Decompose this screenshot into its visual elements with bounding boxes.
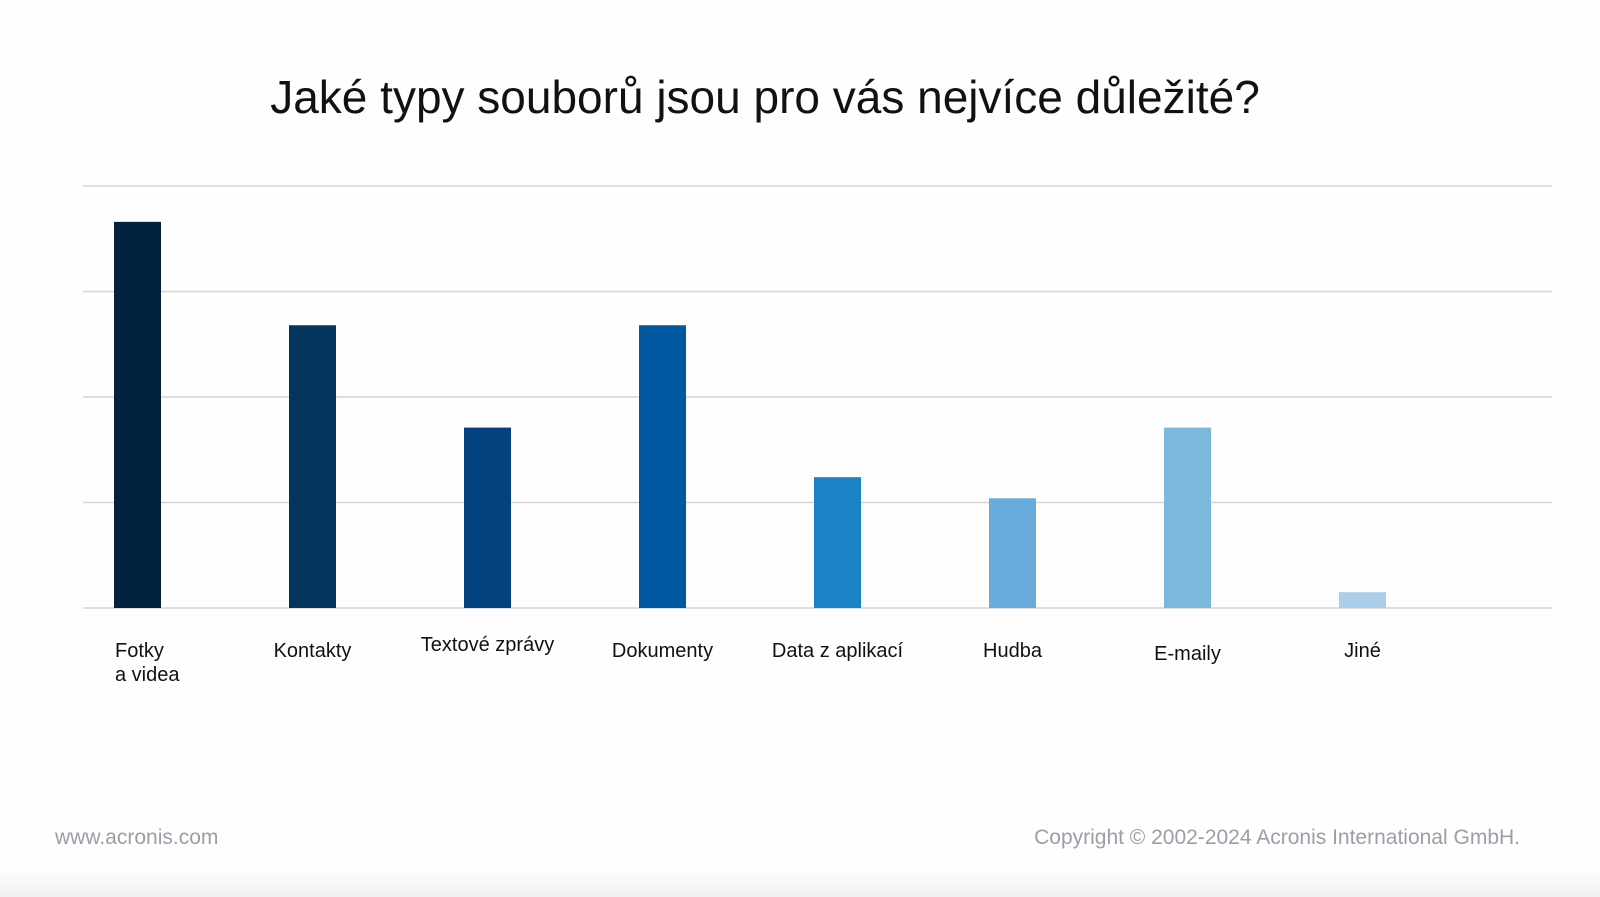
bar: [289, 325, 336, 608]
x-tick-label: Data z aplikací: [771, 640, 904, 662]
x-tick-label: Hudba: [983, 640, 1042, 662]
website-link[interactable]: www.acronis.com: [55, 826, 219, 849]
x-tick-label: Dokumenty: [611, 640, 714, 662]
bar: [464, 427, 511, 608]
bar: [1339, 592, 1386, 608]
copyright-text: Copyright © 2002-2024 Acronis Internatio…: [1034, 826, 1520, 849]
bar: [639, 325, 686, 608]
bar: [814, 477, 861, 608]
x-tick-label: Fotky a videa: [115, 640, 180, 686]
x-tick-label: Kontakty: [273, 640, 352, 662]
x-tick-label: Jiné: [1344, 640, 1381, 662]
chart-title: Jaké typy souborů jsou pro vás nejvíce d…: [270, 71, 1260, 123]
bar: [989, 498, 1036, 608]
bar: [1164, 427, 1211, 608]
bar: [114, 221, 161, 608]
bottom-band: [0, 869, 1600, 897]
x-tick-label: E-maily: [1154, 643, 1221, 665]
x-tick-label: Textové zprávy: [420, 634, 555, 656]
